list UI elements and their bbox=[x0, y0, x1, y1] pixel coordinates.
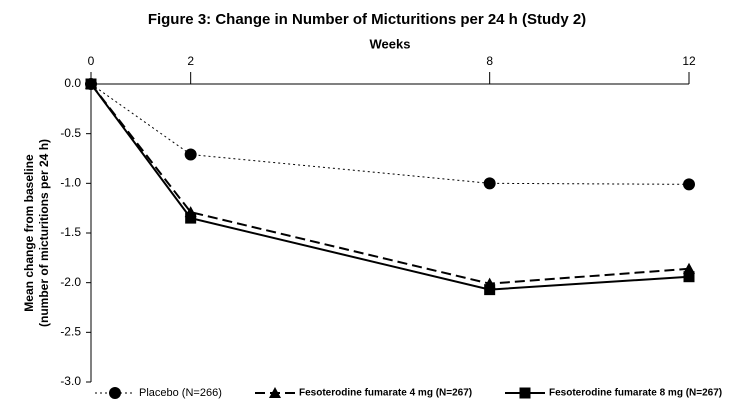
chart-title: Figure 3: Change in Number of Micturitio… bbox=[148, 11, 586, 28]
y-tick-label: -3.0 bbox=[60, 374, 81, 388]
legend-marker bbox=[269, 387, 281, 398]
y-tick-label: -1.5 bbox=[60, 225, 81, 239]
marker bbox=[683, 262, 695, 274]
marker bbox=[484, 284, 496, 296]
x-tick-label: 8 bbox=[486, 54, 493, 68]
marker bbox=[683, 178, 695, 191]
x-tick-label: 2 bbox=[187, 54, 194, 68]
y-tick-label: -0.5 bbox=[60, 126, 81, 140]
series-line bbox=[90, 83, 690, 185]
series-line bbox=[90, 83, 690, 291]
legend-label: Fesoterodine fumarate 8 mg (N=267) bbox=[549, 388, 722, 399]
marker bbox=[85, 78, 97, 90]
x-tick-label: 0 bbox=[88, 54, 95, 68]
y-tick-label: 0.0 bbox=[64, 76, 81, 90]
legend-marker bbox=[109, 387, 121, 399]
marker bbox=[185, 212, 197, 224]
x-tick-label: 12 bbox=[682, 54, 696, 68]
legend-label: Placebo (N=266) bbox=[139, 387, 222, 399]
marker bbox=[184, 148, 197, 161]
legend-marker bbox=[519, 387, 531, 399]
y-axis-title: Mean change from baseline bbox=[22, 154, 36, 312]
marker bbox=[483, 177, 496, 190]
legend-label: Fesoterodine fumarate 4 mg (N=267) bbox=[299, 388, 472, 399]
x-axis-title: Weeks bbox=[370, 36, 411, 51]
y-tick-label: -2.5 bbox=[60, 325, 81, 339]
series-line bbox=[90, 83, 690, 285]
marker bbox=[683, 271, 695, 283]
y-axis-title: (number of micturitions per 24 h) bbox=[37, 139, 51, 327]
y-tick-label: -1.0 bbox=[60, 176, 81, 190]
y-tick-label: -2.0 bbox=[60, 275, 81, 289]
